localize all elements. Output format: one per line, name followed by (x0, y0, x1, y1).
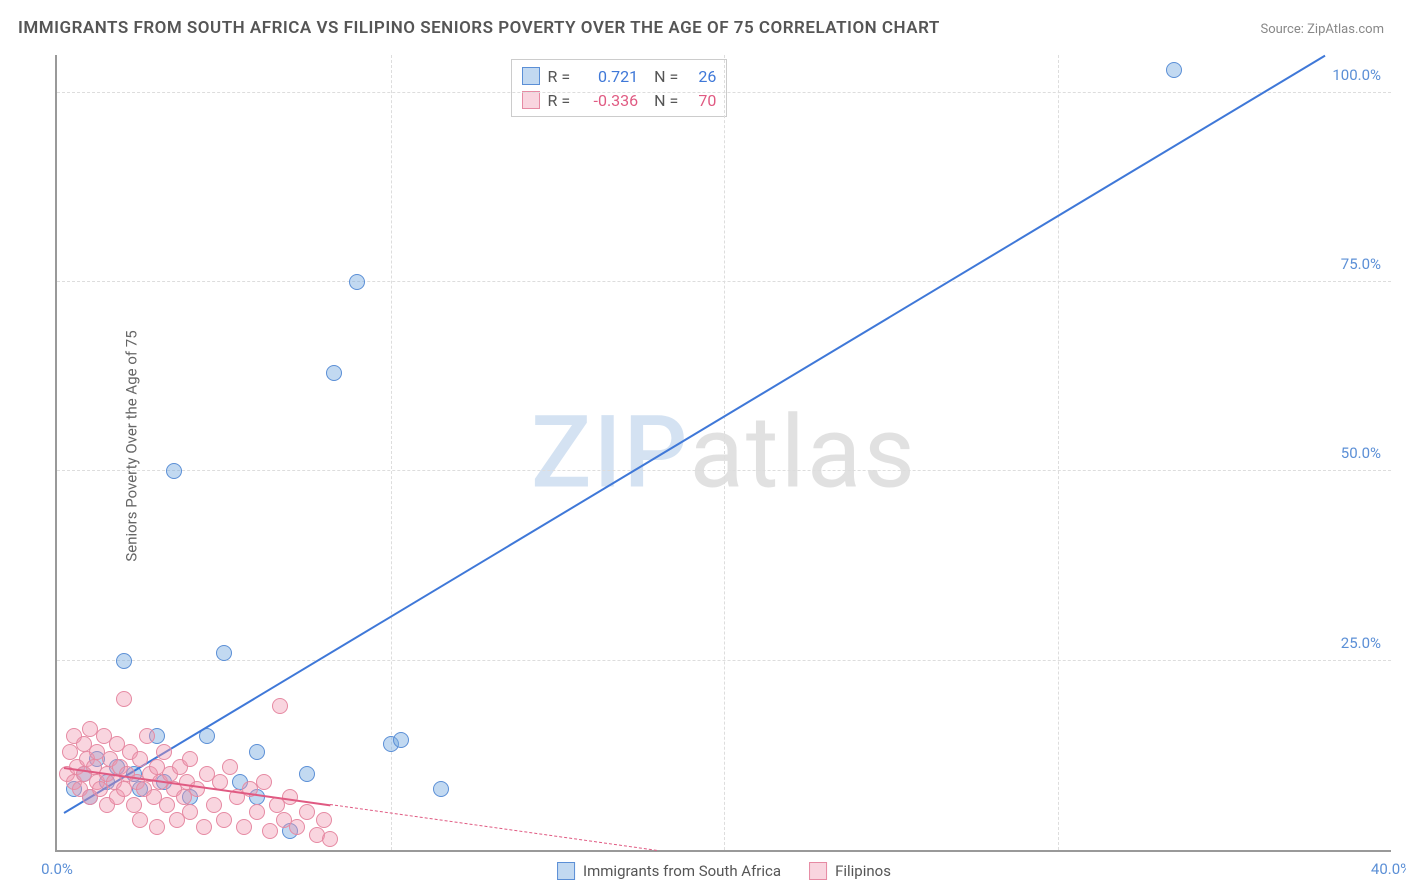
data-point-fil (262, 823, 278, 839)
stats-legend: R = 0.721 N = 26 R = -0.336 N = 70 (511, 59, 728, 117)
data-point-fil (116, 691, 132, 707)
data-point-fil (299, 804, 315, 820)
data-point-sa (393, 732, 409, 748)
y-tick-label: 75.0% (1341, 255, 1381, 273)
trend-line (330, 804, 657, 851)
y-tick-label: 50.0% (1341, 444, 1381, 462)
legend-swatch-fil (809, 862, 827, 880)
data-point-sa (433, 781, 449, 797)
legend-swatch-sa (557, 862, 575, 880)
data-point-fil (196, 819, 212, 835)
data-point-fil (189, 781, 205, 797)
data-point-fil (132, 751, 148, 767)
stats-R-label: R = (548, 67, 571, 86)
data-point-fil (156, 744, 172, 760)
data-point-fil (222, 759, 238, 775)
data-point-fil (139, 728, 155, 744)
stats-R-label: R = (548, 91, 571, 110)
legend-item-fil: Filipinos (809, 862, 891, 880)
stats-N-label: N = (654, 91, 678, 110)
source-link[interactable]: ZipAtlas.com (1307, 22, 1384, 37)
y-tick-label: 25.0% (1341, 634, 1381, 652)
data-point-fil (322, 831, 338, 847)
stats-swatch-fil (522, 91, 540, 109)
correlation-chart: IMMIGRANTS FROM SOUTH AFRICA VS FILIPINO… (0, 0, 1406, 892)
stats-N-value: 26 (686, 67, 716, 86)
legend-item-sa: Immigrants from South Africa (557, 862, 781, 880)
data-point-sa (216, 645, 232, 661)
stats-row-sa: R = 0.721 N = 26 (522, 64, 717, 88)
data-point-sa (299, 766, 315, 782)
data-point-fil (159, 797, 175, 813)
stats-swatch-sa (522, 67, 540, 85)
data-point-fil (126, 797, 142, 813)
data-point-fil (206, 797, 222, 813)
data-point-fil (149, 819, 165, 835)
vgridline (1058, 55, 1059, 850)
y-tick-label: 100.0% (1332, 66, 1381, 84)
vgridline (724, 55, 725, 850)
data-point-sa (116, 653, 132, 669)
legend-label-fil: Filipinos (835, 862, 891, 880)
data-point-sa (166, 463, 182, 479)
plot-area: ZIPatlas R =0.721N =26R =-0.336N =70 Imm… (55, 55, 1391, 852)
data-point-sa (349, 274, 365, 290)
data-point-fil (216, 812, 232, 828)
vgridline (391, 55, 392, 850)
data-point-fil (289, 819, 305, 835)
data-point-fil (236, 819, 252, 835)
legend-label-sa: Immigrants from South Africa (583, 862, 781, 880)
stats-N-value: 70 (686, 91, 716, 110)
series-legend: Immigrants from South Africa Filipinos (557, 862, 891, 880)
data-point-sa (1166, 62, 1182, 78)
data-point-fil (182, 751, 198, 767)
source-prefix: Source: (1260, 22, 1307, 37)
x-tick-label: 0.0% (41, 860, 73, 878)
data-point-fil (249, 804, 265, 820)
data-point-sa (249, 744, 265, 760)
stats-R-value: 0.721 (578, 67, 638, 86)
x-tick-label: 40.0% (1371, 860, 1406, 878)
stats-R-value: -0.336 (578, 91, 638, 110)
data-point-sa (326, 365, 342, 381)
stats-N-label: N = (654, 67, 678, 86)
source-attribution: Source: ZipAtlas.com (1260, 22, 1384, 37)
data-point-fil (316, 812, 332, 828)
data-point-fil (132, 812, 148, 828)
data-point-fil (272, 698, 288, 714)
data-point-fil (182, 804, 198, 820)
data-point-fil (256, 774, 272, 790)
chart-title: IMMIGRANTS FROM SOUTH AFRICA VS FILIPINO… (18, 18, 940, 38)
trend-line (63, 55, 1325, 814)
